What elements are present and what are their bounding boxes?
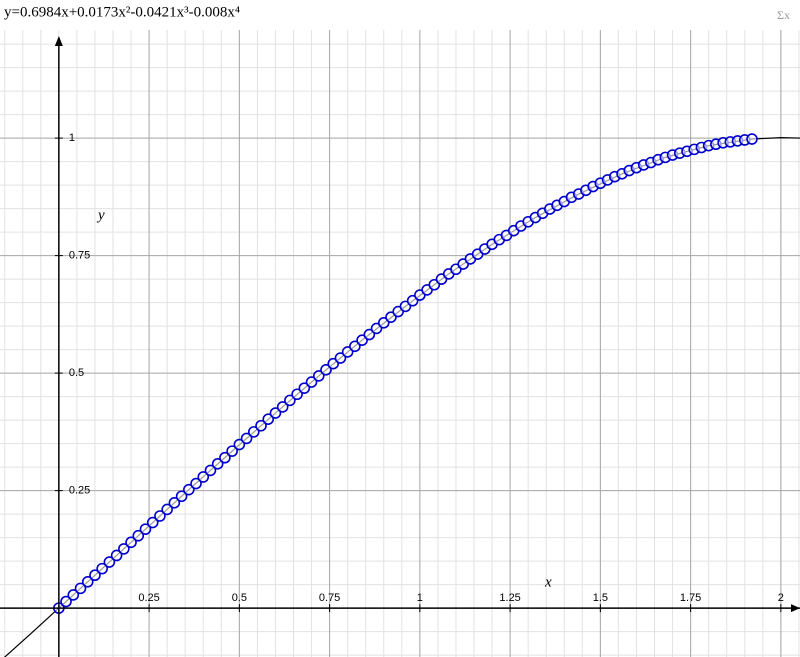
y-tick-label: 1 [69,132,75,144]
data-point [255,419,267,432]
data-point [103,556,116,568]
data-point [175,490,188,503]
data-point [226,445,238,457]
data-point [89,569,101,582]
data-point [276,401,289,413]
data-point [233,438,246,451]
data-point [168,497,181,509]
data-point [240,432,253,445]
data-point [746,133,758,145]
data-point [211,458,224,470]
data-point [291,388,303,401]
data-point [298,382,311,394]
x-tick-label: 0.25 [138,592,159,604]
data-point [190,477,202,490]
x-tick-label: 2 [778,592,784,604]
x-tick-label: 1.5 [593,592,608,604]
y-tick-label: 0.75 [69,250,90,262]
x-tick-label: 0.75 [319,592,340,604]
toolbar-icon[interactable]: Σx [777,8,790,22]
data-point [183,483,195,496]
grid [0,30,800,657]
x-tick-label: 1 [417,592,423,604]
data-point [74,582,87,595]
data-point [118,543,130,555]
data-point [204,464,217,477]
data-point [161,503,173,516]
data-point [363,328,376,341]
data-point [60,595,72,608]
data-point [81,575,94,588]
data-point [312,370,325,382]
chart-title: y=0.6984x+0.0173x²-0.0421x³-0.008x⁴ [4,4,240,20]
data-point [67,589,80,601]
x-tick-label: 0.5 [232,592,247,604]
y-axis-arrow [54,36,63,46]
x-tick-label: 1.25 [499,592,520,604]
data-point [197,471,210,483]
data-point [96,562,108,575]
data-point [110,549,123,562]
data-point [139,523,152,535]
x-axis-arrow [791,604,800,613]
data-point [284,394,296,407]
curve [3,137,800,657]
y-tick-label: 0.5 [69,367,84,379]
data-point [262,413,275,425]
y-tick-label: 0.25 [69,485,90,497]
data-point [247,426,260,438]
data-point [132,529,145,542]
data-point [219,451,231,464]
data-point [349,340,361,353]
data-point [334,352,347,364]
x-tick-label: 1.75 [680,592,701,604]
data-point [320,364,332,376]
data-point [125,536,137,549]
y-axis-label: y [96,207,105,223]
x-axis-label: x [544,574,552,590]
data-point [154,510,166,522]
data-point [146,516,159,529]
plot [3,133,800,657]
data-point [269,407,282,419]
data-point [305,376,318,388]
